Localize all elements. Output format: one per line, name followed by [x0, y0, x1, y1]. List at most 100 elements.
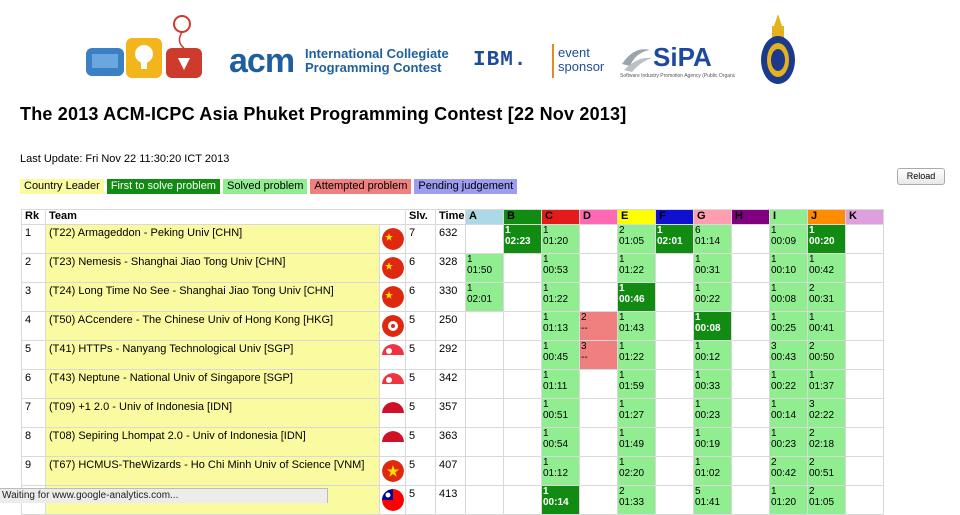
attempt-count: 2 [809, 457, 815, 468]
problem-cell-g: 1 00:12 [693, 340, 732, 370]
problem-cell-c: 1 00:51 [541, 398, 580, 428]
penalty-time-cell: 342 [435, 369, 466, 399]
attempt-count: 5 [695, 486, 701, 497]
attempt-count: 1 [771, 283, 777, 294]
attempt-count: 1 [543, 283, 549, 294]
sponsor-line2: sponsor [558, 59, 605, 74]
penalty-time-cell: 363 [435, 427, 466, 457]
solve-time: 00:50 [809, 352, 835, 363]
problem-header-b: B [503, 209, 542, 225]
indonesia-flag-icon [381, 402, 404, 424]
problem-cell-k [845, 485, 884, 515]
page-title: The 2013 ACM-ICPC Asia Phuket Programmin… [20, 104, 627, 124]
solve-time: 00:42 [809, 265, 835, 276]
acm-text-line1: International Collegiate [305, 46, 449, 61]
penalty-time-cell: 357 [435, 398, 466, 428]
problem-cell-f [655, 398, 694, 428]
solve-time: 01:14 [695, 236, 721, 247]
problem-cell-j: 1 00:41 [807, 311, 846, 341]
problem-header-j: J [807, 209, 846, 225]
reload-button[interactable]: Reload [897, 168, 945, 185]
attempt-count: 1 [771, 428, 777, 439]
problem-header-c: C [541, 209, 580, 225]
hongkong-flag-icon [381, 315, 404, 337]
attempt-count: 1 [771, 312, 777, 323]
problem-cell-f [655, 369, 694, 399]
legend-attempted: Attempted problem [310, 179, 412, 194]
team-name-cell: (T08) Sepiring Lhompat 2.0 - Univ of Ind… [45, 427, 380, 457]
solve-time: -- [581, 323, 588, 334]
problem-header-d: D [579, 209, 618, 225]
problem-cell-c: 1 01:12 [541, 456, 580, 486]
team-name-cell: (T41) HTTPs - Nanyang Technological Univ… [45, 340, 380, 370]
problem-cell-d [579, 369, 618, 399]
solve-time: 01:20 [543, 236, 569, 247]
rank-cell: 8 [21, 427, 46, 457]
solve-time: 02:22 [809, 410, 835, 421]
problem-cell-b [503, 456, 542, 486]
problem-cell-a [465, 224, 504, 254]
rank-header: Rk [21, 209, 46, 225]
problem-cell-h [731, 369, 770, 399]
problem-cell-g: 1 01:02 [693, 456, 732, 486]
attempt-count: 1 [619, 312, 625, 323]
problem-cell-i: 1 00:09 [769, 224, 808, 254]
problem-cell-d [579, 282, 618, 312]
problem-cell-k [845, 398, 884, 428]
problem-cell-d [579, 398, 618, 428]
flag-cell [379, 456, 406, 486]
problem-cell-b [503, 369, 542, 399]
problem-cell-e: 1 01:49 [617, 427, 656, 457]
problem-cell-h [731, 427, 770, 457]
problem-cell-i: 1 00:10 [769, 253, 808, 283]
attempt-count: 3 [771, 341, 777, 352]
solved-count-cell: 6 [405, 253, 436, 283]
problem-cell-c: 1 00:54 [541, 427, 580, 457]
penalty-time-cell: 292 [435, 340, 466, 370]
acm-logo: acm [229, 42, 295, 80]
solved-count-cell: 5 [405, 369, 436, 399]
problem-cell-j: 2 00:50 [807, 340, 846, 370]
problem-cell-c: 1 00:14 [541, 485, 580, 515]
solved-header: Slv. [405, 209, 436, 225]
china-flag-icon [381, 257, 404, 279]
team-name-cell: (T67) HCMUS-TheWizards - Ho Chi Minh Uni… [45, 456, 380, 486]
team-header: Team [45, 209, 406, 225]
solve-time: 01:22 [619, 352, 645, 363]
solve-time: 01:41 [695, 497, 721, 508]
attempt-count: 3 [809, 399, 815, 410]
attempt-count: 1 [657, 225, 663, 236]
attempt-count: 1 [543, 225, 549, 236]
solve-time: 01:13 [543, 323, 569, 334]
problem-cell-b [503, 398, 542, 428]
attempt-count: 1 [771, 486, 777, 497]
solved-count-cell: 5 [405, 340, 436, 370]
problem-cell-i: 2 00:42 [769, 456, 808, 486]
problem-cell-k [845, 311, 884, 341]
problem-cell-e: 1 01:22 [617, 253, 656, 283]
browser-status-bar: Waiting for www.google-analytics.com... [0, 488, 328, 503]
solve-time: 00:14 [771, 410, 797, 421]
solve-time: 01:27 [619, 410, 645, 421]
problem-cell-d [579, 253, 618, 283]
solve-time: 00:12 [695, 352, 721, 363]
problem-cell-g: 1 00:19 [693, 427, 732, 457]
time-header: Time [435, 209, 466, 225]
solved-count-cell: 6 [405, 282, 436, 312]
problem-cell-f [655, 253, 694, 283]
solve-time: 02:01 [467, 294, 493, 305]
problem-cell-e: 1 02:20 [617, 456, 656, 486]
solve-time: 00:33 [695, 381, 721, 392]
attempt-count: 1 [619, 254, 625, 265]
taiwan-flag-icon [381, 489, 404, 511]
problem-cell-i: 1 00:23 [769, 427, 808, 457]
attempt-count: 2 [581, 312, 587, 323]
solve-time: 02:01 [657, 236, 683, 247]
solve-time: 01:02 [695, 468, 721, 479]
solve-time: 00:51 [809, 468, 835, 479]
solve-time: 02:23 [505, 236, 531, 247]
problem-cell-b [503, 340, 542, 370]
attempt-count: 2 [619, 225, 625, 236]
problem-cell-h [731, 456, 770, 486]
problem-cell-f: 1 02:01 [655, 224, 694, 254]
